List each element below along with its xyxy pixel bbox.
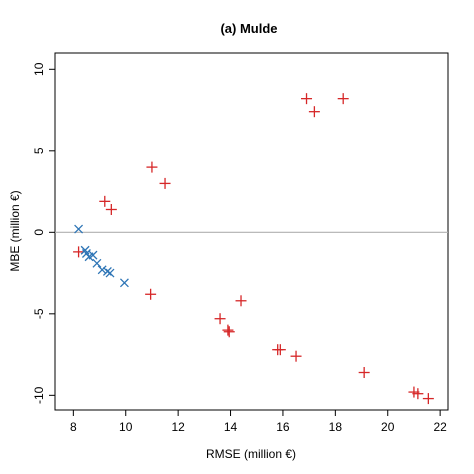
y-axis: -10 -5 0 5 10 [32, 62, 55, 404]
plus-marker-point [422, 393, 434, 405]
y-tick-label: 5 [32, 147, 46, 154]
cross-marker-point [88, 250, 98, 260]
y-axis-label: MBE (million €) [8, 190, 22, 271]
data-points [73, 93, 434, 405]
y-tick-label: 0 [32, 229, 46, 236]
plus-marker-point [99, 195, 111, 207]
plus-marker-point [337, 93, 349, 105]
y-tick-label: -10 [32, 386, 46, 404]
x-tick-label: 14 [224, 420, 238, 434]
plus-marker-point [145, 288, 157, 300]
cross-marker-point [105, 268, 115, 278]
plus-marker-point [146, 161, 158, 173]
plus-marker-point [308, 106, 320, 118]
plot-area [54, 52, 449, 411]
plus-marker-point [159, 177, 171, 189]
plus-marker-point [301, 93, 313, 105]
plus-marker-point [235, 295, 247, 307]
x-axis: 8 10 12 14 16 18 20 22 [70, 410, 447, 434]
cross-marker-point [102, 266, 112, 276]
plus-marker-point [358, 367, 370, 379]
plus-marker-point [105, 203, 117, 215]
x-tick-label: 22 [433, 420, 447, 434]
y-tick-label: -5 [32, 308, 46, 319]
chart-title: (a) Mulde [220, 21, 277, 36]
cross-marker-point [74, 224, 84, 234]
x-tick-label: 10 [119, 420, 133, 434]
x-tick-label: 16 [276, 420, 290, 434]
x-tick-label: 8 [70, 420, 77, 434]
plus-marker-point [222, 324, 234, 336]
plus-marker-point [290, 350, 302, 362]
plus-marker-point [223, 326, 235, 338]
cross-marker-point [97, 265, 107, 275]
x-tick-label: 18 [329, 420, 343, 434]
y-tick-label: 10 [32, 62, 46, 76]
x-tick-label: 12 [171, 420, 185, 434]
plus-marker-point [412, 388, 424, 400]
x-axis-label: RMSE (million €) [206, 447, 296, 461]
cross-marker-point [92, 258, 102, 268]
plus-marker-point [274, 344, 286, 356]
cross-marker-point [119, 278, 129, 288]
plus-marker-point [73, 246, 85, 258]
plus-marker-point [214, 313, 226, 325]
x-tick-label: 20 [381, 420, 395, 434]
